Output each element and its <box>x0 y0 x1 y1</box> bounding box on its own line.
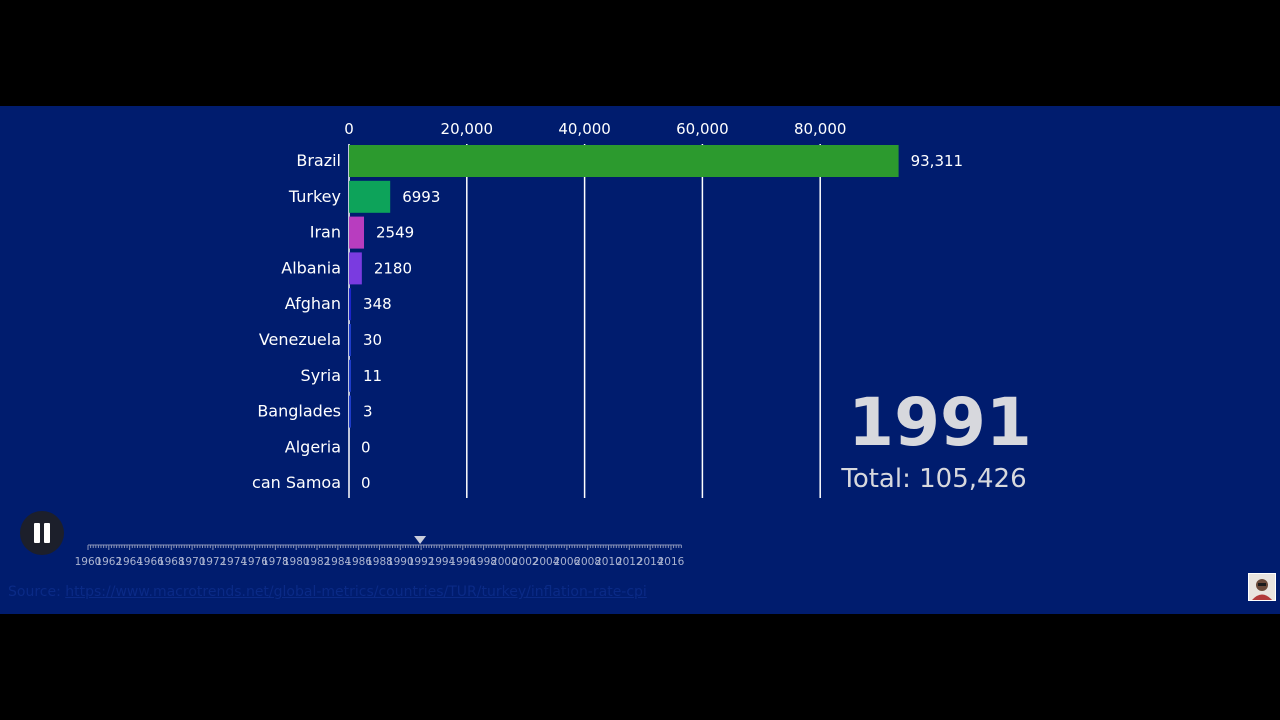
value-label: 348 <box>363 295 392 313</box>
timeline-year-label[interactable]: 1962 <box>95 556 122 568</box>
timeline-year-label[interactable]: 1986 <box>345 556 372 568</box>
x-tick-label: 20,000 <box>441 120 494 138</box>
timeline-year-label[interactable]: 2004 <box>533 556 560 568</box>
bar <box>349 252 362 285</box>
bar <box>349 324 351 356</box>
timeline-year-label[interactable]: 1982 <box>304 556 331 568</box>
value-label: 6993 <box>402 188 440 206</box>
timeline-year-label[interactable]: 2012 <box>616 556 643 568</box>
timeline-year-label[interactable]: 1990 <box>387 556 414 568</box>
source-link[interactable]: https://www.macrotrends.net/global-metri… <box>65 584 647 600</box>
year-label: 1991 <box>848 384 1032 461</box>
source-label: Source: <box>8 584 61 600</box>
timeline-year-label[interactable]: 1992 <box>408 556 435 568</box>
timeline-handle[interactable] <box>414 536 427 544</box>
value-label: 2180 <box>374 259 412 277</box>
timeline-year-label[interactable]: 2016 <box>658 556 685 568</box>
value-label: 3 <box>363 403 373 421</box>
x-tick-label: 60,000 <box>676 120 729 138</box>
value-label: 0 <box>361 474 371 492</box>
total-value: 105,426 <box>919 464 1027 494</box>
avatar-icon <box>1249 574 1275 600</box>
bar-chart: 0 20,000 40,000 60,000 80,000 Brazil 93,311 Tur… <box>252 120 963 498</box>
timeline-year-label[interactable]: 1994 <box>429 556 456 568</box>
category-label: Brazil <box>296 151 341 170</box>
timeline-year-label[interactable]: 1966 <box>137 556 164 568</box>
bar <box>349 145 899 177</box>
bar <box>349 216 365 249</box>
timeline-year-label[interactable]: 2002 <box>512 556 539 568</box>
timeline-year-label[interactable]: 1988 <box>366 556 393 568</box>
grid-layer <box>348 144 821 498</box>
chart-stage: 0 20,000 40,000 60,000 80,000 Brazil 93,311 Tur… <box>0 106 1280 614</box>
bar <box>349 395 351 428</box>
total-readout: Total: 105,426 <box>800 466 1068 492</box>
pause-icon <box>33 523 51 543</box>
timeline-year-label[interactable]: 1972 <box>200 556 227 568</box>
timeline-year-label[interactable]: 1968 <box>158 556 185 568</box>
timeline-year-label[interactable]: 1970 <box>179 556 206 568</box>
category-label: Afghan <box>285 294 341 313</box>
timeline-year-label[interactable]: 1960 <box>75 556 102 568</box>
category-label: Venezuela <box>259 330 341 349</box>
x-tick-label: 80,000 <box>794 120 847 138</box>
total-label: Total: <box>841 464 911 494</box>
value-label: 30 <box>363 331 382 349</box>
timeline-layer: 1960196219641966196819701972197419761978… <box>75 536 685 568</box>
timeline-year-label[interactable]: 1974 <box>220 556 247 568</box>
timeline-year-label[interactable]: 2008 <box>574 556 601 568</box>
labels-layer: 0 20,000 40,000 60,000 80,000 Brazil 93,311 Tur… <box>252 120 963 492</box>
x-tick-label: 0 <box>344 120 354 138</box>
timeline-year-label[interactable]: 1964 <box>116 556 143 568</box>
value-label: 2549 <box>376 224 414 242</box>
x-tick-label: 40,000 <box>558 120 611 138</box>
source-line: Source: https://www.macrotrends.net/glob… <box>8 584 647 600</box>
value-label: 93,311 <box>911 152 964 170</box>
value-label: 0 <box>361 438 371 456</box>
timeline-slider[interactable]: 1960196219641966196819701972197419761978… <box>0 530 1280 570</box>
timeline-year-label[interactable]: 1980 <box>283 556 310 568</box>
bars-layer <box>349 145 899 428</box>
category-label: Iran <box>310 223 341 242</box>
bar <box>349 359 351 392</box>
timeline-year-label[interactable]: 1976 <box>241 556 268 568</box>
bar <box>349 288 352 321</box>
timeline-year-label[interactable]: 1998 <box>470 556 497 568</box>
category-label: Algeria <box>285 437 341 456</box>
category-label: Syria <box>301 366 341 385</box>
timeline-year-label[interactable]: 2006 <box>553 556 580 568</box>
timeline-year-label[interactable]: 1996 <box>449 556 476 568</box>
avatar[interactable] <box>1248 573 1276 601</box>
timeline-year-label[interactable]: 1984 <box>324 556 351 568</box>
category-label: can Samoa <box>252 473 341 492</box>
timeline-year-label[interactable]: 2014 <box>637 556 664 568</box>
timeline-year-label[interactable]: 2000 <box>491 556 518 568</box>
bar <box>349 180 391 213</box>
category-label: Turkey <box>288 187 341 206</box>
timeline-year-label[interactable]: 2010 <box>595 556 622 568</box>
timeline-year-label[interactable]: 1978 <box>262 556 289 568</box>
value-label: 11 <box>363 367 382 385</box>
category-label: Banglades <box>257 402 341 421</box>
pause-button[interactable] <box>20 511 64 555</box>
category-label: Albania <box>281 258 341 277</box>
